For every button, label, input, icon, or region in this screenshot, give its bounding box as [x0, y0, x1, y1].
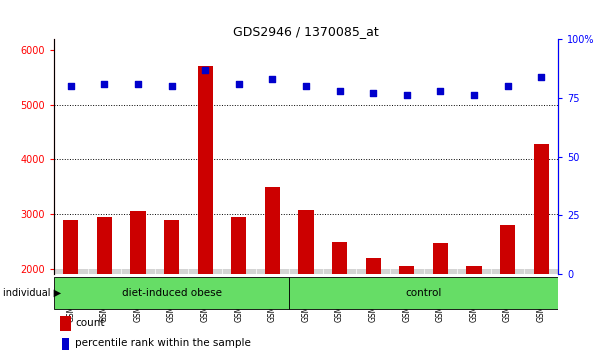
Point	[503, 83, 512, 89]
Text: control: control	[406, 288, 442, 298]
Bar	[323, 269, 356, 274]
Bar	[54, 269, 88, 274]
Bar	[457, 269, 491, 274]
Bar	[424, 269, 457, 274]
Text: diet-induced obese: diet-induced obese	[122, 288, 221, 298]
Text: count: count	[75, 318, 104, 328]
Point	[436, 88, 445, 93]
Point	[200, 67, 210, 72]
Bar	[265, 187, 280, 354]
Bar	[130, 211, 146, 354]
Bar	[289, 269, 323, 274]
Bar	[466, 266, 482, 354]
Bar	[298, 210, 314, 354]
Point	[469, 93, 479, 98]
Point	[234, 81, 244, 86]
Bar	[60, 316, 71, 331]
Point	[402, 93, 412, 98]
Bar	[399, 266, 415, 354]
Bar	[121, 269, 155, 274]
Bar	[289, 277, 575, 309]
Bar	[433, 242, 448, 354]
Point	[335, 88, 344, 93]
Bar	[197, 66, 213, 354]
Bar	[155, 269, 188, 274]
Bar	[533, 144, 549, 354]
Point	[301, 83, 311, 89]
Bar	[164, 219, 179, 354]
Bar	[222, 269, 256, 274]
Text: individual ▶: individual ▶	[3, 288, 61, 298]
Bar	[500, 225, 515, 354]
Bar	[256, 269, 289, 274]
Text: percentile rank within the sample: percentile rank within the sample	[75, 338, 251, 348]
Bar	[332, 241, 347, 354]
Point	[133, 81, 143, 86]
Bar	[231, 217, 247, 354]
Bar	[62, 338, 69, 350]
Bar	[63, 219, 79, 354]
Title: GDS2946 / 1370085_at: GDS2946 / 1370085_at	[233, 25, 379, 38]
Bar	[365, 258, 381, 354]
Point	[536, 74, 546, 79]
Bar	[188, 269, 222, 274]
Point	[66, 83, 76, 89]
Bar	[88, 269, 121, 274]
Bar	[97, 217, 112, 354]
Point	[368, 90, 378, 96]
Bar	[524, 269, 558, 274]
Point	[268, 76, 277, 82]
Bar	[491, 269, 524, 274]
Bar	[54, 277, 289, 309]
Point	[100, 81, 109, 86]
Bar	[390, 269, 424, 274]
Point	[167, 83, 176, 89]
Bar	[356, 269, 390, 274]
